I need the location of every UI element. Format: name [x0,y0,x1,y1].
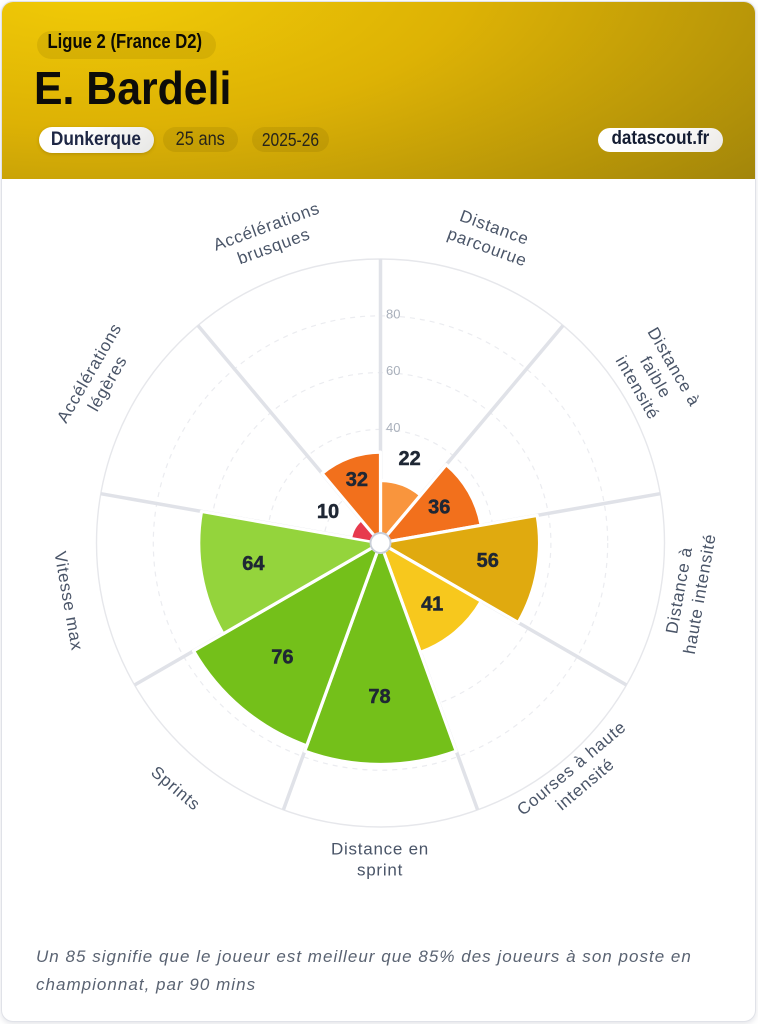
svg-text:Accélérationslégères: Accélérationslégères [53,320,144,437]
svg-text:10: 10 [317,501,339,523]
svg-text:40: 40 [386,420,400,435]
svg-text:32: 32 [346,469,368,491]
svg-text:60: 60 [386,363,400,378]
svg-text:Distance àfaibleintensité: Distance àfaibleintensité [607,324,704,431]
svg-text:Distance àhaute intensité: Distance àhaute intensité [659,529,720,656]
svg-text:41: 41 [421,594,443,616]
svg-text:Accélérationsbrusques: Accélérationsbrusques [211,199,330,275]
svg-text:Sprints: Sprints [147,762,204,814]
svg-text:22: 22 [398,448,420,470]
svg-text:Vitesse max: Vitesse max [50,550,86,652]
svg-text:Courses à hauteintensité: Courses à hauteintensité [513,717,643,835]
svg-text:56: 56 [477,550,499,572]
svg-text:76: 76 [271,647,293,669]
svg-text:80: 80 [386,306,400,321]
svg-text:Distanceparcourue: Distanceparcourue [445,204,537,270]
svg-text:36: 36 [428,496,450,518]
svg-text:78: 78 [368,686,390,708]
svg-text:64: 64 [242,553,265,575]
